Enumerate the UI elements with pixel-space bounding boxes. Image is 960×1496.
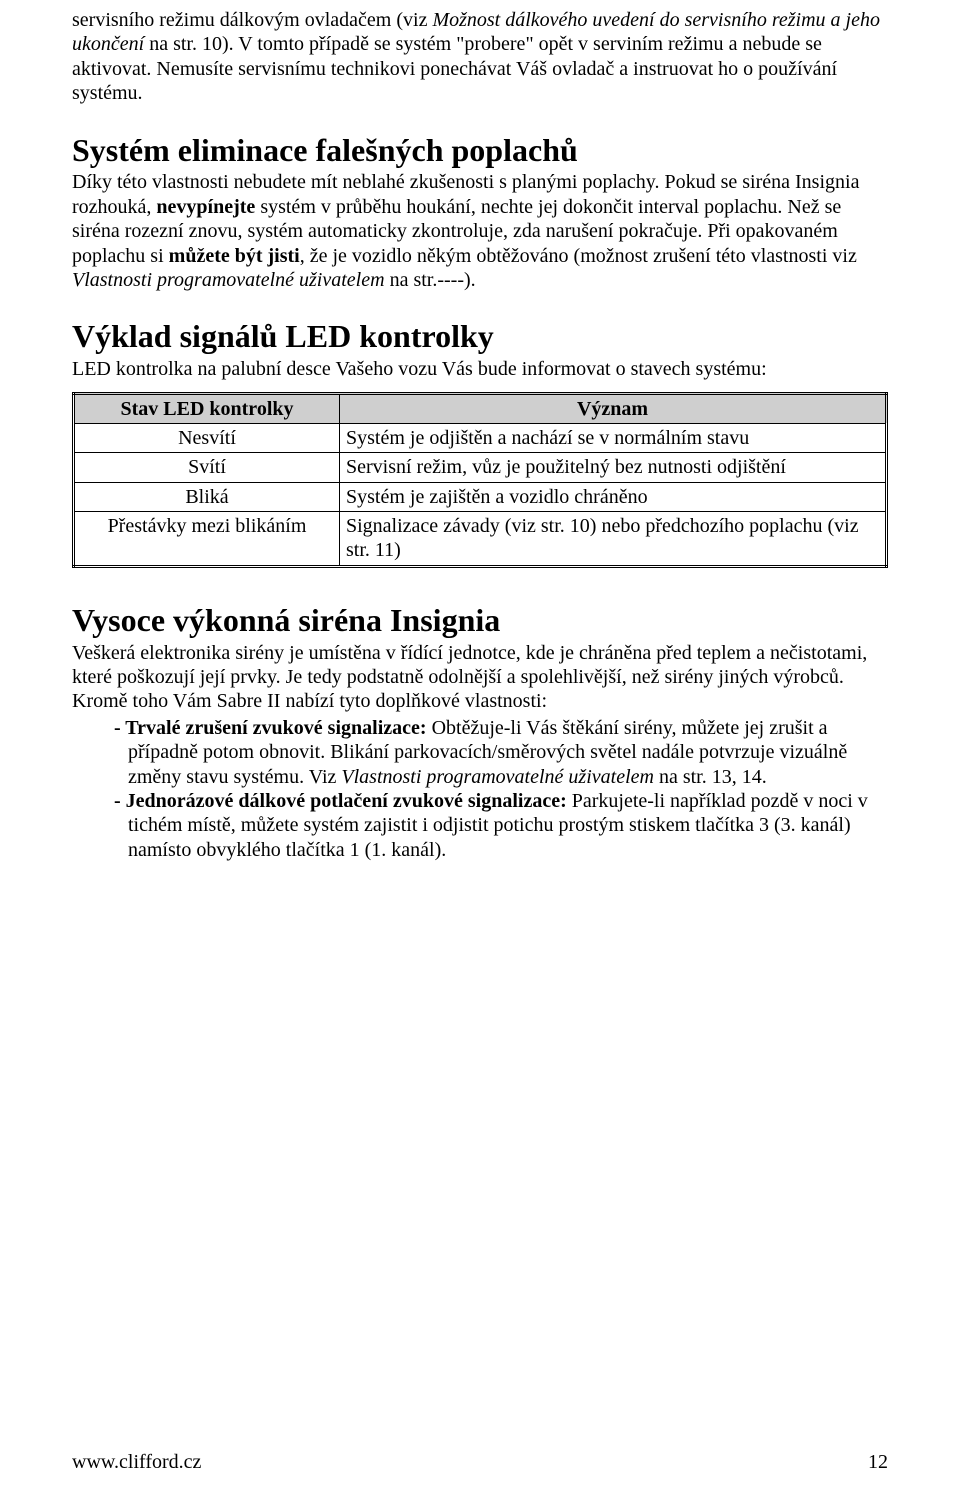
table-row: Svítí Servisní režim, vůz je použitelný … xyxy=(74,453,887,482)
table-cell: Nesvítí xyxy=(74,423,340,452)
list-item: - Trvalé zrušení zvukové signalizace: Ob… xyxy=(114,716,888,789)
table-header-row: Stav LED kontrolky Význam xyxy=(74,393,887,423)
table-cell: Přestávky mezi blikáním xyxy=(74,512,340,567)
content: servisního režimu dálkovým ovladačem (vi… xyxy=(72,0,888,862)
heading-false-alarm: Systém eliminace falešných poplachů xyxy=(72,132,888,169)
table-header: Význam xyxy=(340,393,887,423)
page: servisního režimu dálkovým ovladačem (vi… xyxy=(0,0,960,1496)
text: na str.----). xyxy=(385,269,476,291)
list-item: - Jednorázové dálkové potlačení zvukové … xyxy=(114,789,888,862)
text: , že je vozidlo někým obtěžováno (možnos… xyxy=(300,245,857,267)
table-cell: Svítí xyxy=(74,453,340,482)
table-row: Nesvítí Systém je odjištěn a nachází se … xyxy=(74,423,887,452)
page-number: 12 xyxy=(868,1451,888,1474)
intro-ref-italic-1: Možnost dálkového uvedení do servisního … xyxy=(432,9,825,31)
text-bold: nevypínejte xyxy=(156,196,255,218)
table-cell: Bliká xyxy=(74,482,340,511)
text-italic: Vlastnosti programovatelné uživatelem xyxy=(72,269,385,291)
led-table: Stav LED kontrolky Význam Nesvítí Systém… xyxy=(72,392,888,568)
intro-text: servisního režimu dálkovým ovladačem (vi… xyxy=(72,9,432,31)
table-cell: Signalizace závady (viz str. 10) nebo př… xyxy=(340,512,887,567)
text: na str. 13, 14. xyxy=(654,766,767,788)
text-italic: Vlastnosti programovatelné uživatelem xyxy=(341,766,654,788)
footer-url: www.clifford.cz xyxy=(72,1451,201,1474)
heading-led: Výklad signálů LED kontrolky xyxy=(72,318,888,355)
table-header: Stav LED kontrolky xyxy=(74,393,340,423)
table-cell: Servisní režim, vůz je použitelný bez nu… xyxy=(340,453,887,482)
page-footer: www.clifford.cz 12 xyxy=(72,1451,888,1474)
feature-title: - Jednorázové dálkové potlačení zvukové … xyxy=(114,790,567,812)
intro-text-2: na str. 10). V tomto případě se systém "… xyxy=(144,33,723,55)
text-bold: můžete být jisti xyxy=(169,245,300,267)
false-alarm-paragraph: Díky této vlastnosti nebudete mít neblah… xyxy=(72,170,888,292)
table-row: Přestávky mezi blikáním Signalizace záva… xyxy=(74,512,887,567)
intro-paragraph: servisního režimu dálkovým ovladačem (vi… xyxy=(72,8,888,106)
siren-paragraph: Veškerá elektronika sirény je umístěna v… xyxy=(72,641,888,714)
led-lead: LED kontrolka na palubní desce Vašeho vo… xyxy=(72,357,888,381)
feature-title: - Trvalé zrušení zvukové signalizace: xyxy=(114,717,427,739)
table-row: Bliká Systém je zajištěn a vozidlo chrán… xyxy=(74,482,887,511)
table-cell: Systém je odjištěn a nachází se v normál… xyxy=(340,423,887,452)
feature-list: - Trvalé zrušení zvukové signalizace: Ob… xyxy=(72,716,888,862)
table-cell: Systém je zajištěn a vozidlo chráněno xyxy=(340,482,887,511)
heading-siren: Vysoce výkonná siréna Insignia xyxy=(72,602,888,639)
